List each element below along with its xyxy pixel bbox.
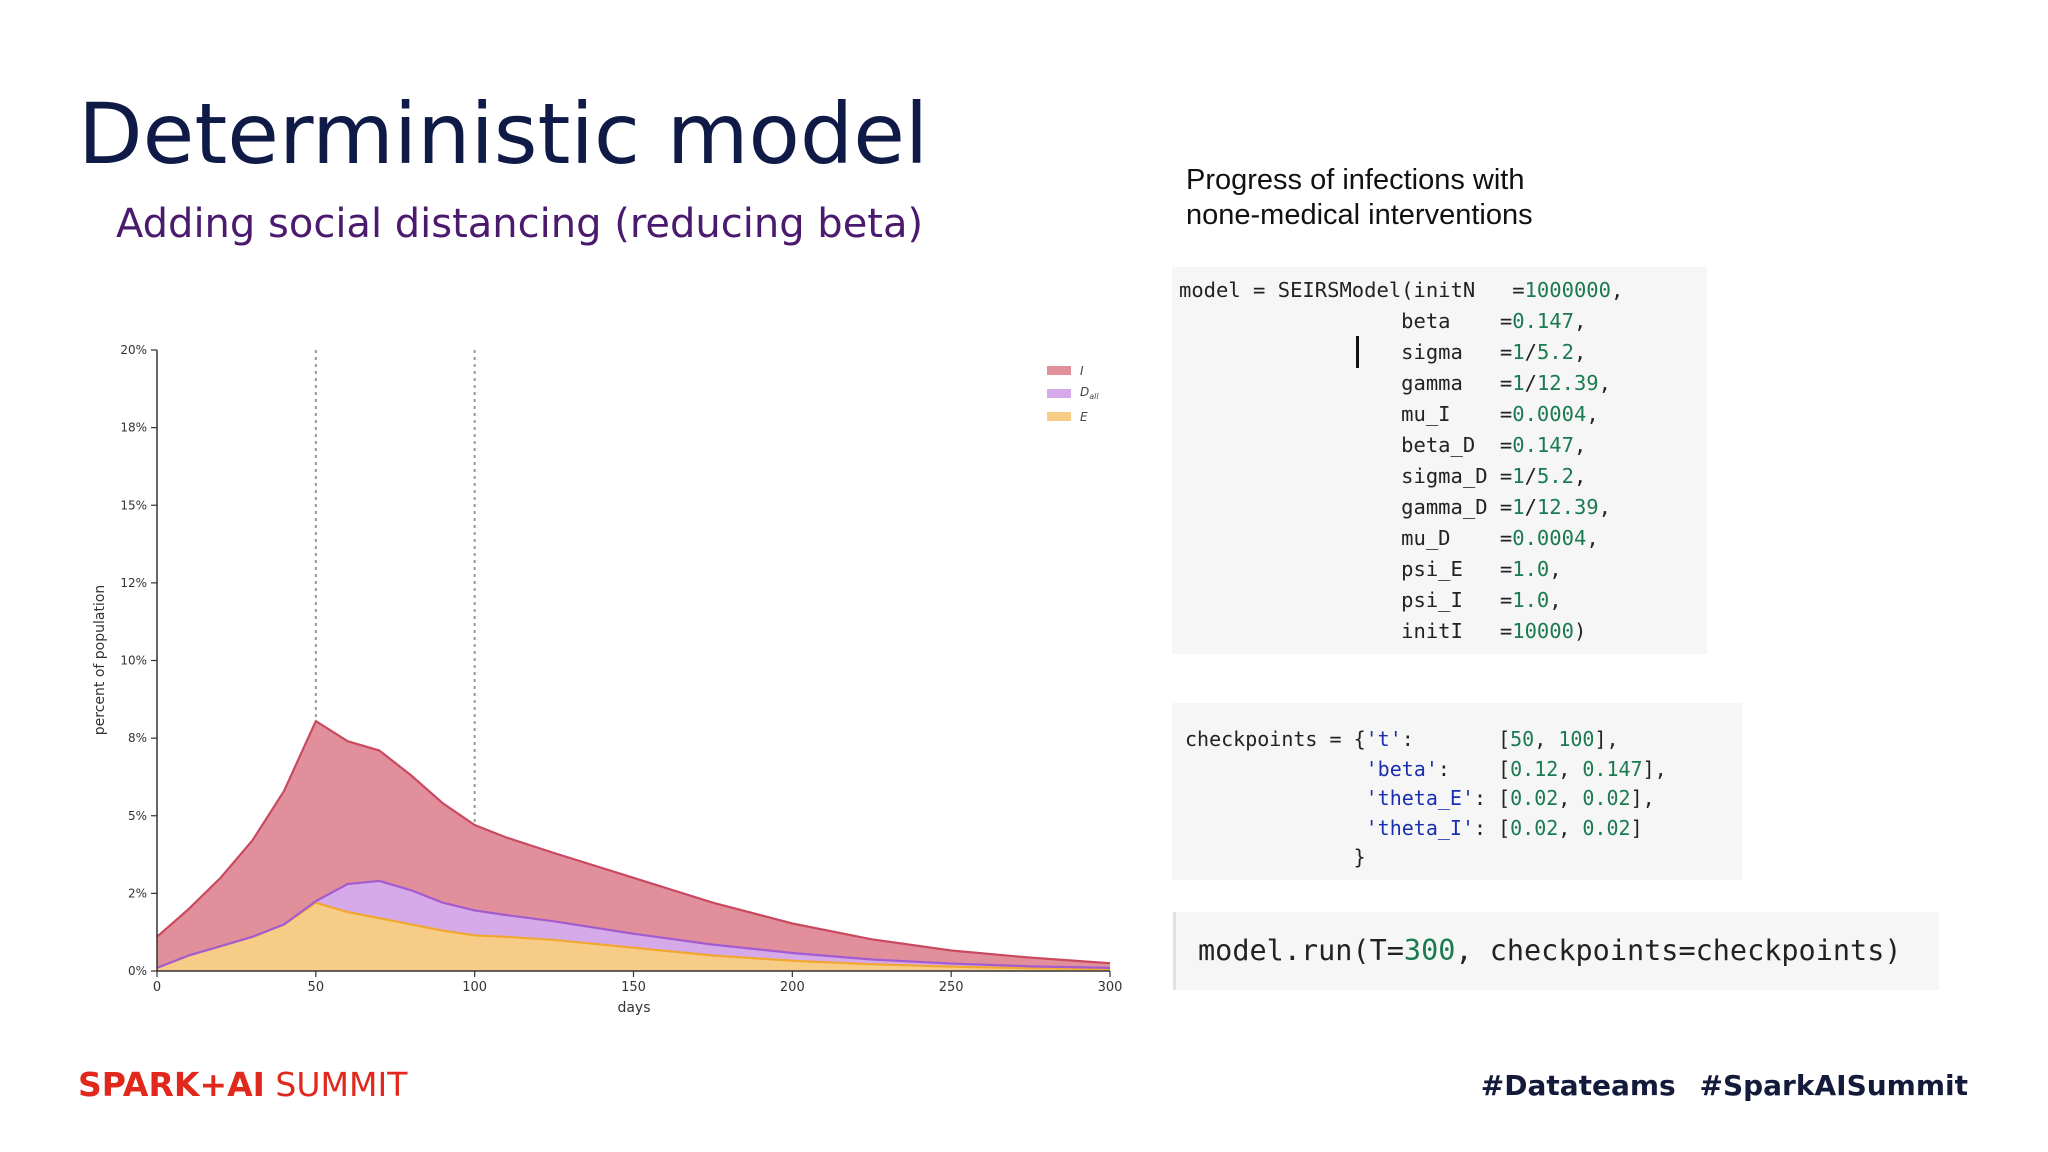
y-tick-label: 8% [128, 731, 147, 745]
code-line: model.run(T=300, checkpoints=checkpoints… [1198, 934, 1902, 967]
y-tick-label: 18% [120, 421, 147, 435]
y-tick-label: 10% [120, 654, 147, 668]
hashtag-sparkaisummit: #SparkAISummit [1699, 1069, 1968, 1102]
run-code-block[interactable]: model.run(T=300, checkpoints=checkpoints… [1173, 912, 1939, 990]
code-line: initI =10000) [1179, 619, 1587, 643]
code-line: mu_D =0.0004, [1179, 526, 1599, 550]
hashtag-datateams: #Datateams [1480, 1069, 1676, 1102]
x-tick-label: 150 [621, 980, 646, 995]
hashtags: #Datateams #SparkAISummit [1467, 1072, 1968, 1100]
area-E [157, 902, 1110, 971]
model-code-block[interactable]: model = SEIRSModel(initN =1000000, beta … [1172, 267, 1707, 654]
code-line: 'theta_E': [0.02, 0.02], [1365, 786, 1655, 810]
area-I [157, 721, 1110, 968]
x-tick-label: 50 [308, 980, 325, 995]
x-tick-label: 0 [153, 980, 161, 995]
text-cursor [1356, 336, 1359, 368]
legend-swatch-I [1047, 366, 1071, 375]
y-tick-label: 20% [120, 343, 147, 357]
legend-label-E: E [1080, 410, 1088, 424]
code-line: sigma =1/5.2, [1179, 340, 1587, 364]
chart-caption-line2: none-medical interventions [1186, 199, 1533, 231]
y-ticks: 0% 2% 5% 8% 10% 12% 15% 18% 20% [120, 343, 157, 978]
code-line: psi_I =1.0, [1179, 588, 1562, 612]
code-line: gamma_D =1/12.39, [1179, 495, 1611, 519]
checkpoints-code-text: checkpoints = {'t': [50, 100], 'beta': [… [1172, 703, 1742, 873]
y-tick-label: 0% [128, 964, 147, 978]
x-tick-label: 100 [462, 980, 487, 995]
summit-logo: SPARK+AI SUMMIT [78, 1068, 407, 1101]
legend-label-I: I [1080, 364, 1084, 378]
slide-subtitle: Adding social distancing (reducing beta) [116, 201, 924, 247]
chart-caption-line1: Progress of infections with [1186, 164, 1525, 196]
brand-thin: SUMMIT [275, 1065, 408, 1104]
brand-bold: SPARK+AI [78, 1065, 265, 1104]
x-tick-label: 250 [939, 980, 964, 995]
code-line: checkpoints = {'t': [50, 100], [1185, 727, 1619, 751]
model-code-text: model = SEIRSModel(initN =1000000, beta … [1172, 267, 1707, 647]
run-code-text: model.run(T=300, checkpoints=checkpoints… [1176, 912, 1939, 990]
area-D_all [157, 880, 1110, 970]
y-tick-label: 5% [128, 809, 147, 823]
y-tick-label: 15% [120, 498, 147, 512]
legend-swatch-E [1047, 412, 1071, 421]
y-axis-label: percent of population [92, 585, 108, 736]
y-tick-label: 12% [120, 576, 147, 590]
code-line: gamma =1/12.39, [1179, 371, 1611, 395]
code-line: beta_D =0.147, [1179, 433, 1587, 457]
code-line: 'beta': [0.12, 0.147], [1365, 756, 1667, 781]
x-tick-label: 200 [780, 980, 805, 995]
line-D_all [156, 879, 1111, 969]
legend: I Dall E [1047, 364, 1099, 424]
code-line: 'theta_I': [0.02, 0.02] [1365, 815, 1643, 840]
code-line: psi_E =1.0, [1179, 557, 1562, 581]
x-tick-label: 300 [1098, 980, 1123, 995]
slide-title: Deterministic model [78, 85, 929, 183]
checkpoints-code-block[interactable]: checkpoints = {'t': [50, 100], 'beta': [… [1172, 703, 1742, 880]
legend-label-D_all: Dall [1080, 385, 1099, 401]
infection-chart: 0% 2% 5% 8% 10% 12% 15% 18% 20% 0 50 100 150 200 250 3… [92, 343, 1123, 1016]
code-line: sigma_D =1/5.2, [1179, 464, 1587, 488]
x-ticks: 0 50 100 150 200 250 300 [153, 971, 1123, 995]
legend-swatch-D_all [1047, 389, 1071, 398]
code-line: beta =0.147, [1179, 309, 1587, 333]
line-I [156, 719, 1111, 965]
areas-layer [156, 719, 1111, 971]
x-axis-label: days [617, 1000, 650, 1016]
grid-layer [314, 350, 476, 971]
code-line: } [1185, 845, 1366, 869]
y-tick-label: 2% [128, 886, 147, 900]
chart-caption: Progress of infections with none-medical… [1186, 163, 1533, 233]
code-line: model = SEIRSModel(initN =1000000, [1179, 278, 1624, 302]
code-line: mu_I =0.0004, [1179, 402, 1599, 426]
